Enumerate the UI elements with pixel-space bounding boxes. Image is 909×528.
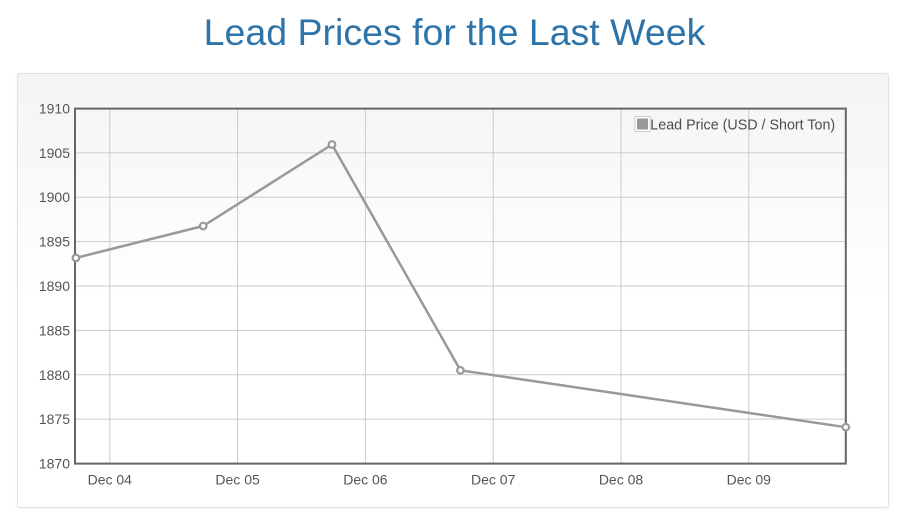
svg-text:1875: 1875 [39,411,70,427]
svg-text:1885: 1885 [39,322,70,338]
svg-text:Dec 05: Dec 05 [215,472,260,488]
svg-text:Dec 04: Dec 04 [88,472,133,488]
svg-text:1895: 1895 [39,234,70,250]
svg-text:1890: 1890 [39,278,70,294]
svg-text:1905: 1905 [39,145,70,161]
svg-text:1910: 1910 [39,101,70,117]
svg-text:1870: 1870 [39,456,70,472]
svg-text:Lead Price (USD / Short Ton): Lead Price (USD / Short Ton) [650,118,835,134]
svg-text:Dec 06: Dec 06 [343,472,388,488]
svg-text:Dec 09: Dec 09 [727,472,772,488]
svg-text:Dec 08: Dec 08 [599,472,644,488]
svg-text:Dec 07: Dec 07 [471,472,516,488]
svg-text:1900: 1900 [39,189,70,205]
svg-text:1880: 1880 [39,367,70,383]
